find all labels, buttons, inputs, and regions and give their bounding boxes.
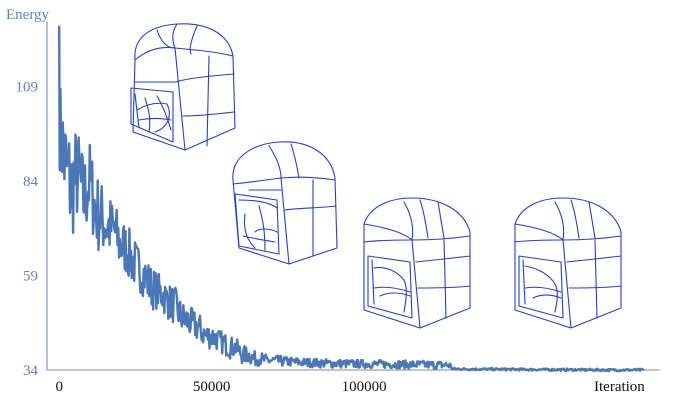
mesh-snapshot-4	[514, 197, 622, 329]
mesh-snapshot-2	[232, 141, 338, 265]
y-tick-label: 84	[23, 174, 39, 190]
x-axis-label: Iteration	[594, 379, 645, 395]
mesh-snapshot-3	[363, 197, 471, 329]
y-tick-label: 59	[23, 268, 38, 284]
x-tick-label: 50000	[193, 379, 231, 395]
mesh-snapshot-1	[130, 23, 236, 151]
y-axis-label: Energy	[6, 7, 50, 23]
x-tick-label: 100000	[342, 379, 387, 395]
x-tick-label: 0	[55, 379, 63, 395]
y-tick-label: 34	[23, 363, 39, 379]
energy-series-line	[58, 25, 645, 373]
y-tick-label: 109	[16, 79, 39, 95]
